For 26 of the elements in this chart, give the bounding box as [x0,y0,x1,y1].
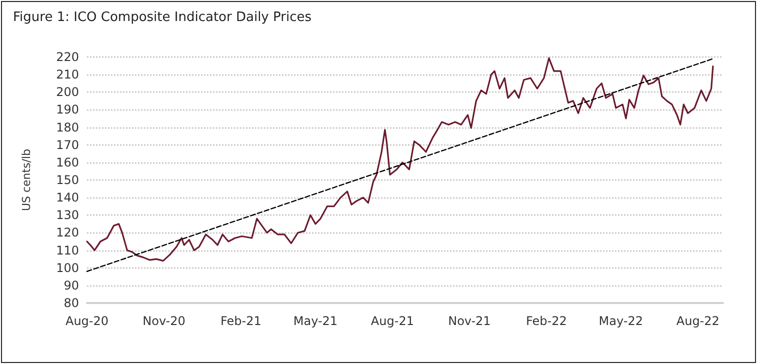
y-tick-label: 150 [56,173,79,187]
y-tick-label: 170 [56,138,79,152]
y-tick-label: 120 [56,226,79,240]
x-tick-label: Aug-22 [676,314,720,328]
x-tick-label: Feb-22 [526,314,567,328]
x-tick-label: May-22 [598,314,644,328]
y-tick-label: 160 [56,155,79,170]
y-tick-label: 140 [56,190,79,205]
x-tick-label: Aug-21 [370,314,414,328]
y-tick-label: 80 [64,296,79,310]
y-tick-label: 110 [56,243,79,258]
x-tick-label: Feb-21 [220,314,262,328]
y-tick-label: 200 [56,85,79,100]
y-tick-label: 180 [56,120,79,134]
y-tick-label: 190 [56,102,79,117]
x-tick-label: Aug-20 [65,314,109,328]
x-tick-label: Nov-20 [142,314,186,328]
y-tick-label: 90 [64,278,79,292]
chart-title: Figure 1: ICO Composite Indicator Daily Prices [13,10,312,25]
x-tick-label: Nov-21 [448,314,491,328]
y-tick-label: 130 [56,208,79,222]
y-tick-label: 100 [56,260,79,275]
y-axis-title: US cents/lb [20,148,33,212]
y-tick-label: 220 [56,50,79,64]
y-tick-label: 210 [56,68,79,82]
x-tick-label: May-21 [293,314,338,328]
